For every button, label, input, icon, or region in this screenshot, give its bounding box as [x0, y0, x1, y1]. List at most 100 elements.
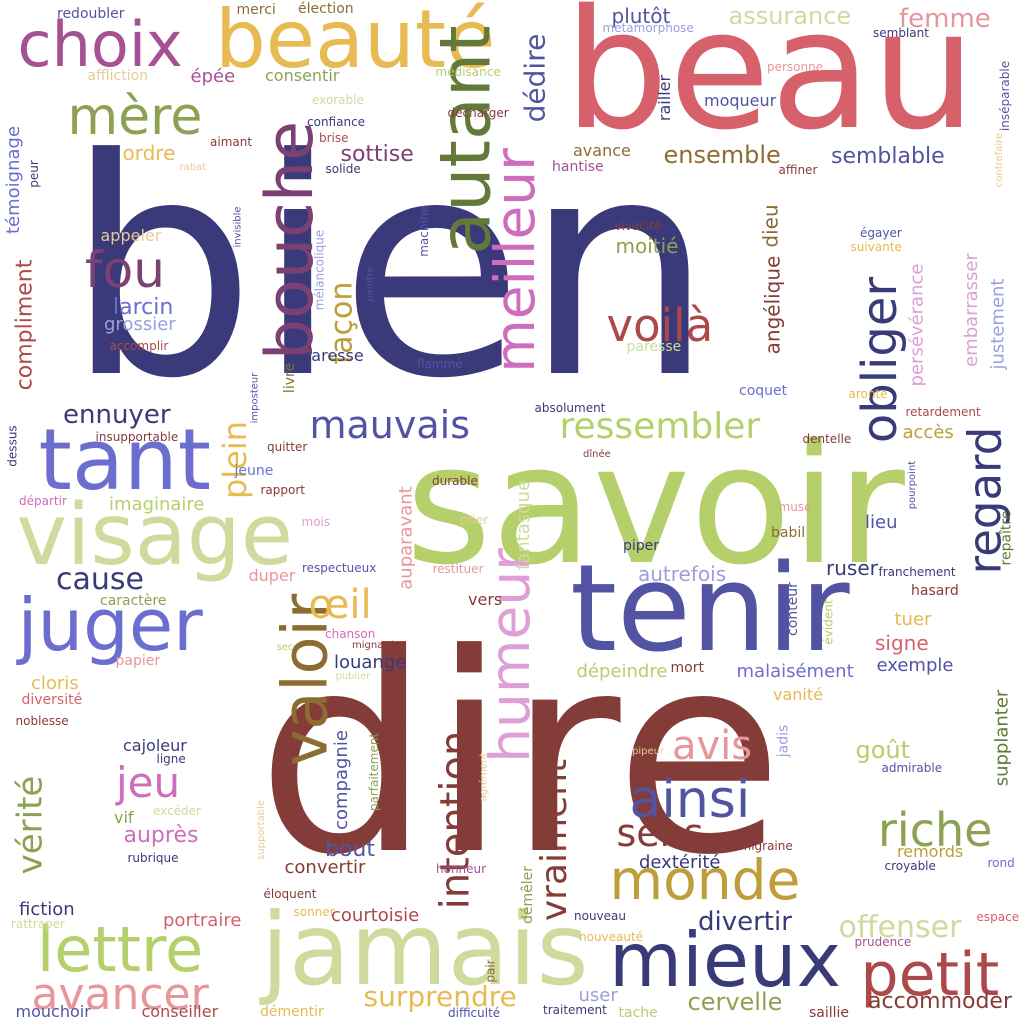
word-cloud-word: assurance [728, 2, 852, 30]
word-cloud-word: vif [114, 808, 134, 827]
word-cloud-word: accès [902, 422, 954, 443]
word-cloud-word: hantise [552, 159, 604, 175]
word-cloud-word: espace [976, 910, 1020, 924]
word-cloud-word: justement [987, 278, 1008, 370]
word-cloud-word: persévérance [905, 263, 927, 387]
word-cloud-word: nouveau [574, 909, 626, 923]
word-cloud-word: visage [16, 485, 294, 585]
word-cloud-word: vanité [773, 685, 823, 704]
word-cloud-word: embarrasser [960, 253, 982, 367]
word-cloud-word: pourpoint [907, 460, 919, 510]
word-cloud-word: signe [875, 631, 929, 655]
word-cloud-word: fantasque [513, 479, 535, 571]
word-cloud-word: pair [483, 959, 498, 983]
word-cloud-word: vraiment [534, 758, 576, 922]
word-cloud-word: dextérité [639, 852, 721, 873]
word-cloud-word: sec [276, 642, 294, 653]
word-cloud-word: brise [319, 131, 349, 145]
word-cloud-word: sens [616, 811, 704, 855]
word-cloud-word: remords [897, 842, 964, 861]
word-cloud-word: confiance [307, 115, 366, 129]
word-cloud-word: sottise [340, 142, 414, 167]
word-cloud-word: user [578, 985, 618, 1006]
word-cloud-word: épée [190, 66, 236, 87]
word-cloud-word: larcin [113, 295, 174, 320]
word-cloud-word: imposteur [248, 372, 260, 424]
word-cloud-word: franchement [878, 565, 956, 579]
word-cloud-word: témoignage [3, 125, 25, 235]
word-cloud-word: sonner [293, 905, 335, 919]
word-cloud-word: mère [67, 87, 203, 147]
word-cloud-word: appeler [100, 226, 162, 245]
word-cloud-word: solide [325, 162, 361, 176]
word-cloud-word: peur [26, 160, 41, 188]
word-cloud-word: aronte [848, 387, 888, 401]
word-cloud-word: ruser [826, 556, 878, 580]
word-cloud-word: dieu [758, 204, 783, 248]
word-cloud-word: louange [334, 652, 407, 673]
word-cloud-word: autrefois [638, 562, 727, 586]
word-cloud-word: semblable [831, 144, 945, 169]
word-cloud-word: nouveauté [579, 930, 644, 944]
word-cloud-word: piper [623, 538, 660, 554]
word-cloud-word: riche [878, 803, 993, 857]
word-cloud-word: pipeur [632, 746, 665, 757]
word-cloud-word: supportable [255, 800, 267, 860]
word-cloud-word: juger [17, 583, 203, 667]
word-cloud-word: offenser [838, 910, 962, 945]
word-cloud-word: meilleur [482, 147, 547, 373]
word-cloud-word: imaginaire [109, 494, 205, 515]
word-cloud-word: dédire [517, 33, 551, 123]
word-cloud-word: agrément [477, 752, 489, 802]
word-cloud-word: caresse [302, 346, 364, 365]
word-cloud-word: jadis [774, 724, 791, 758]
word-cloud-word: plutôt [611, 4, 671, 28]
word-cloud-word: mignard [352, 640, 394, 651]
word-cloud-word: humeur [477, 547, 542, 763]
word-cloud-word: exorable [312, 93, 364, 107]
word-cloud-word: accomplir [109, 339, 169, 353]
word-cloud-word: saillie [809, 1005, 850, 1021]
word-cloud-word: aimant [210, 135, 253, 149]
word-cloud-word: jeu [116, 758, 181, 807]
word-cloud-word: tant [38, 410, 212, 510]
word-cloud-word: railler [655, 74, 675, 122]
word-cloud-word: caractère [100, 593, 167, 609]
word-cloud-word: beauté [215, 0, 496, 86]
word-cloud-word: mois [301, 515, 331, 529]
word-cloud-word: cloris [31, 673, 79, 694]
word-cloud-word: rabat [179, 162, 207, 173]
word-cloud-word: élection [298, 1, 354, 17]
word-cloud-word: convertir [284, 857, 366, 878]
word-cloud-word: mouchoir [15, 1002, 91, 1021]
word-cloud-word: diversité [21, 692, 83, 708]
word-cloud-word: ensemble [663, 141, 781, 169]
word-cloud-word: ennuyer [63, 400, 171, 430]
word-cloud-word: papier [115, 653, 161, 669]
word-cloud-word: absolument [534, 401, 606, 415]
word-cloud-word: auparavant [395, 486, 417, 590]
word-cloud-word: femme [899, 4, 991, 34]
word-cloud-word: inséparable [998, 60, 1013, 132]
word-cloud-word: merci [236, 2, 276, 18]
word-cloud-word: duper [248, 566, 296, 585]
word-cloud-word: cajoleur [123, 736, 187, 755]
word-cloud-word: mieux [609, 915, 841, 1004]
word-cloud-word: respectueux [302, 561, 377, 575]
word-cloud-word: éloquent [263, 887, 317, 901]
word-cloud-word: ligne [156, 752, 186, 766]
word-cloud-word: rond [987, 856, 1015, 870]
word-cloud-word: goût [855, 736, 911, 764]
word-cloud-word: quitter [267, 440, 308, 454]
word-cloud-word: conteur [784, 582, 801, 636]
word-cloud-word: honneur [436, 862, 487, 876]
word-cloud-word: tenir [570, 540, 850, 679]
word-cloud-word: compliment [11, 259, 37, 391]
word-cloud-word: plein [216, 420, 255, 500]
word-cloud-word: vivacité [614, 219, 662, 233]
word-cloud-word: petit [860, 940, 1000, 1010]
word-cloud-word: publier [335, 671, 371, 682]
word-cloud-word: courtoisie [331, 905, 420, 926]
word-cloud-word: avance [573, 141, 631, 160]
